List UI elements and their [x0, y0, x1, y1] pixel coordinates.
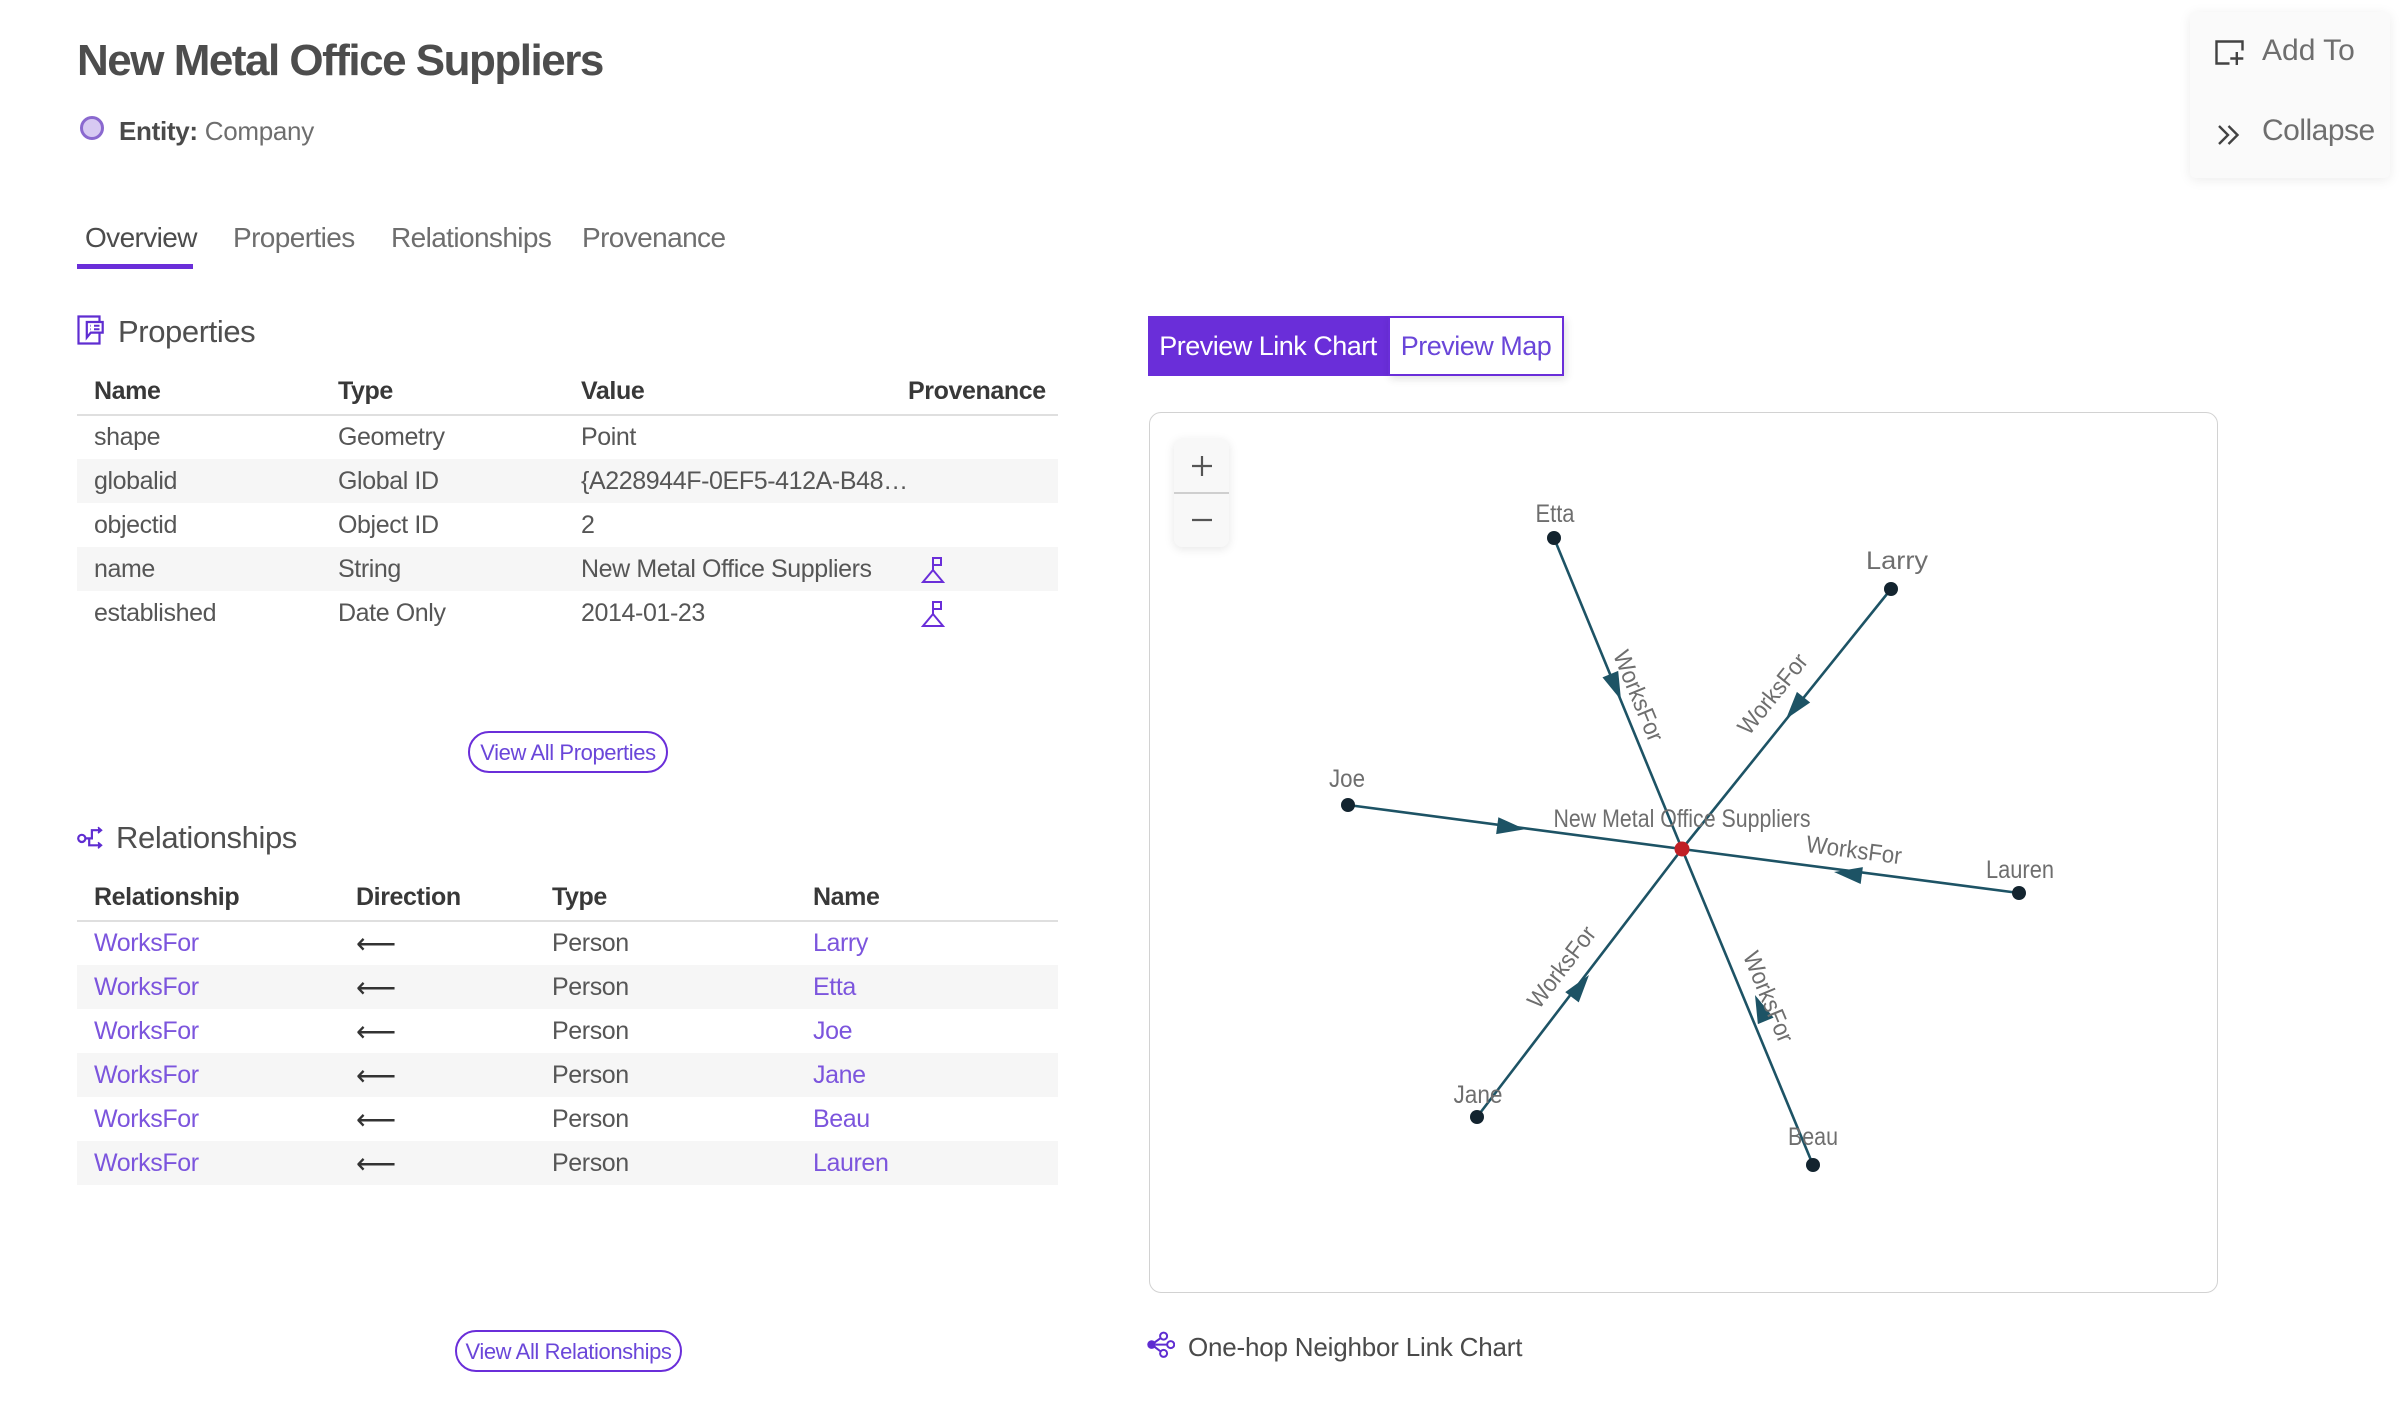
svg-text:Larry: Larry [1866, 547, 1929, 575]
svg-text:Lauren: Lauren [1986, 856, 2054, 884]
svg-text:Joe: Joe [1329, 765, 1365, 793]
svg-text:Etta: Etta [1536, 500, 1575, 528]
svg-text:Beau: Beau [1788, 1123, 1838, 1151]
svg-text:WorksFor: WorksFor [1733, 648, 1814, 740]
svg-text:WorksFor: WorksFor [1607, 647, 1669, 746]
svg-text:Jane: Jane [1454, 1081, 1503, 1109]
svg-text:New Metal Office Suppliers: New Metal Office Suppliers [1554, 805, 1811, 833]
svg-text:WorksFor: WorksFor [1737, 948, 1799, 1047]
svg-text:WorksFor: WorksFor [1805, 831, 1904, 870]
